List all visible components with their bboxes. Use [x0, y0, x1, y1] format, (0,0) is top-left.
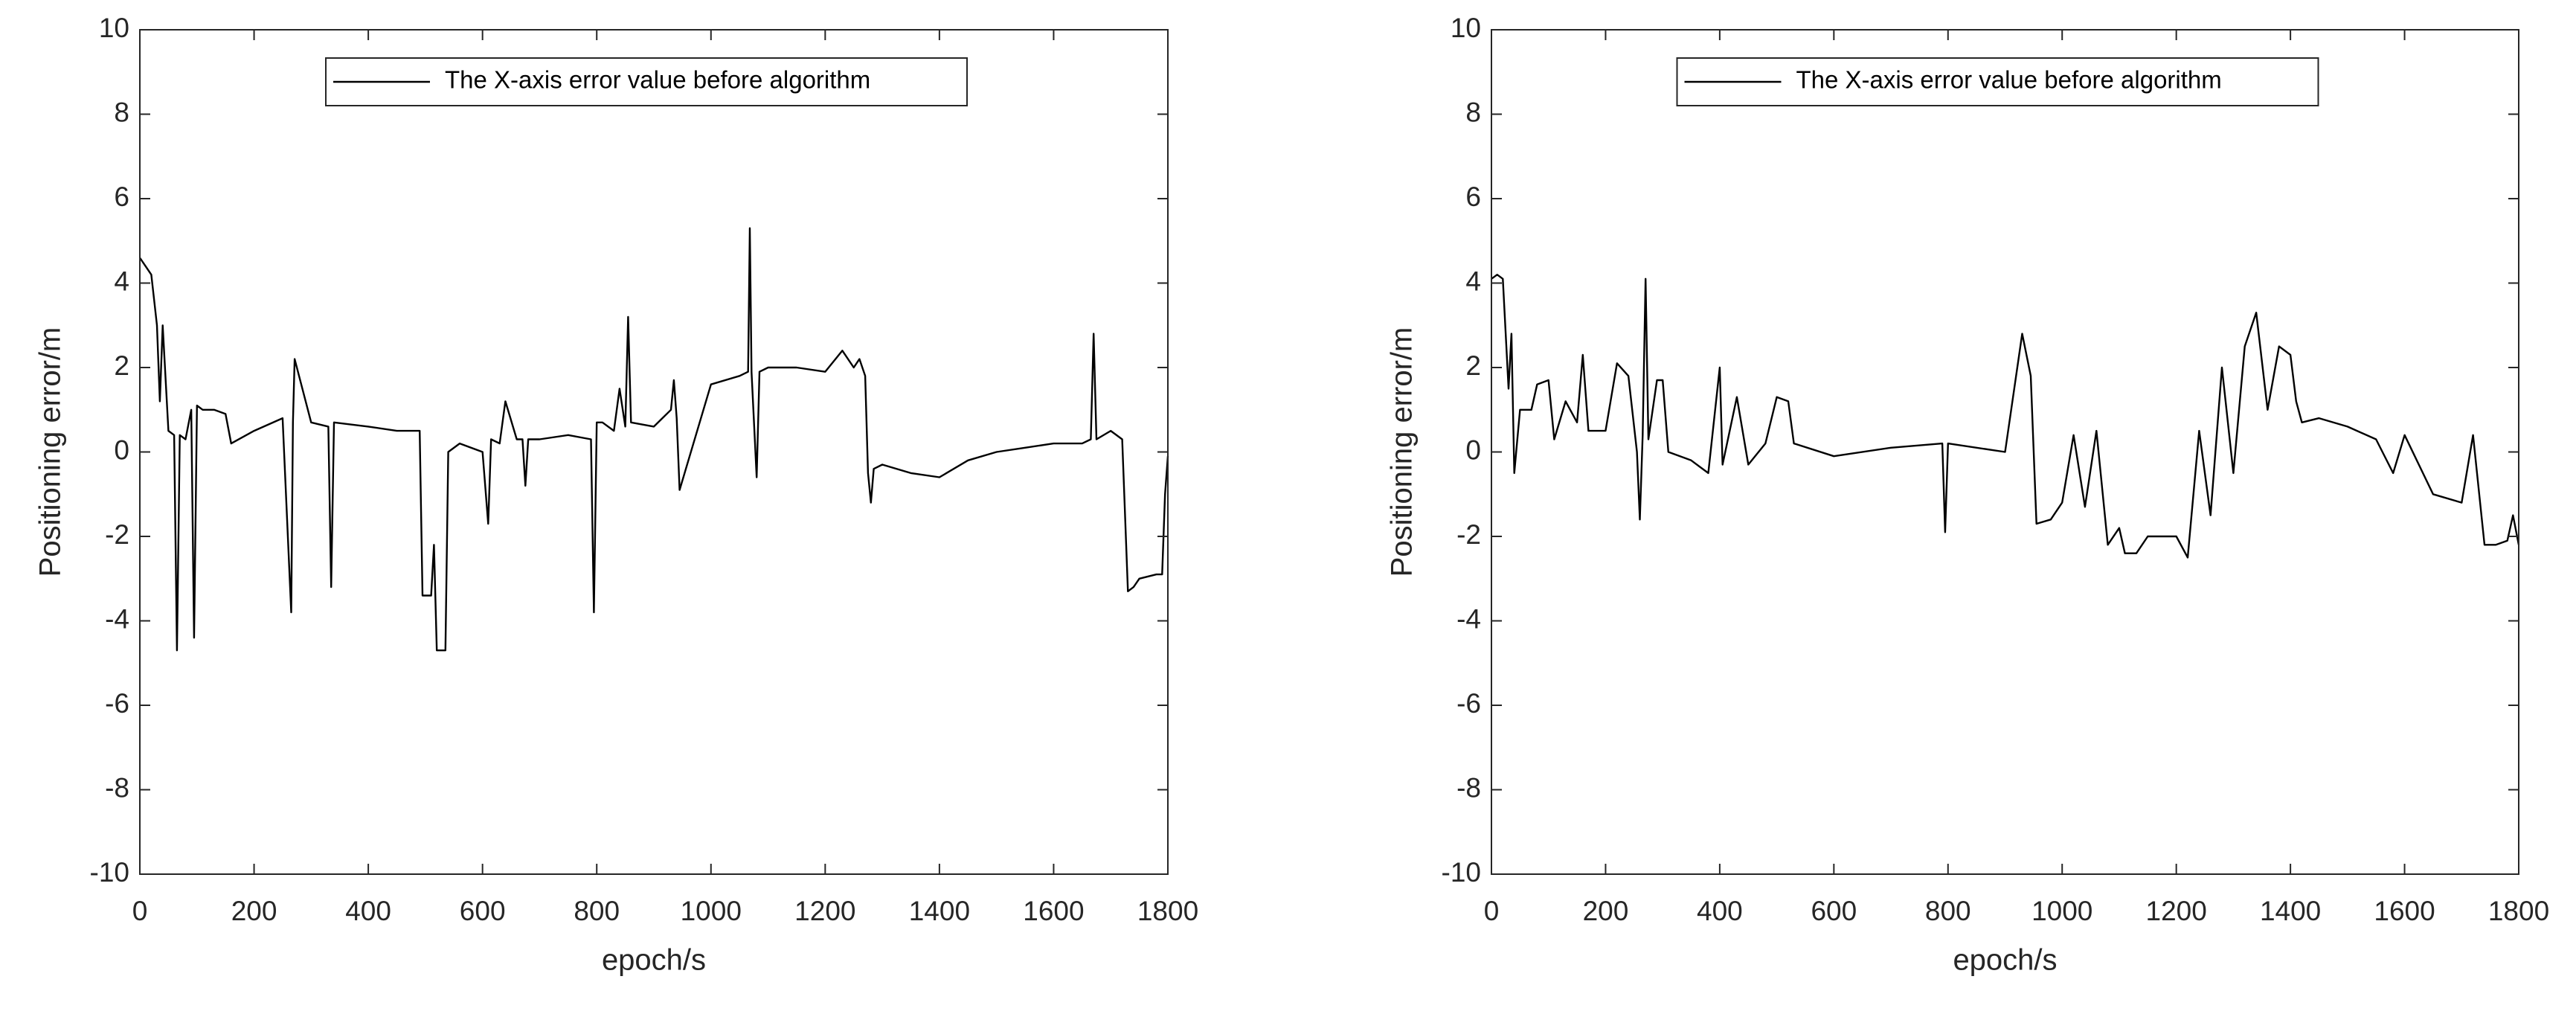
x-tick-label: 400 [345, 896, 391, 926]
x-axis-label: epoch/s [602, 944, 706, 977]
y-tick-label: -6 [105, 688, 129, 719]
y-tick-label: -2 [105, 519, 129, 550]
y-tick-label: -4 [105, 603, 129, 634]
y-tick-label: 6 [1465, 182, 1481, 212]
plot-area [140, 30, 1168, 874]
x-tick-label: 200 [231, 896, 277, 926]
x-tick-label: 0 [132, 896, 148, 926]
y-tick-label: -6 [1456, 688, 1481, 719]
x-tick-label: 800 [1925, 896, 1971, 926]
y-tick-label: -10 [90, 857, 129, 888]
y-axis-label: Positioning error/m [34, 327, 67, 577]
legend-label: The X-axis error value before algorithm [1796, 66, 2222, 94]
y-tick-label: -8 [105, 772, 129, 803]
legend-label: The X-axis error value before algorithm [445, 66, 870, 94]
x-tick-label: 800 [574, 896, 620, 926]
x-tick-label: 600 [460, 896, 506, 926]
y-tick-label: -4 [1456, 603, 1481, 634]
x-tick-label: 1800 [2488, 896, 2549, 926]
y-tick-label: 4 [1465, 266, 1481, 296]
y-tick-label: 4 [114, 266, 129, 296]
y-tick-label: 8 [114, 97, 129, 127]
y-tick-label: 2 [1465, 350, 1481, 381]
x-tick-label: 1400 [909, 896, 970, 926]
y-tick-label: -8 [1456, 772, 1481, 803]
y-tick-label: 10 [99, 13, 129, 43]
x-tick-label: 1000 [681, 896, 742, 926]
data-line [139, 227, 1169, 652]
y-tick-label: 10 [1451, 13, 1481, 43]
legend-box [1676, 57, 2319, 106]
x-tick-label: 1600 [2374, 896, 2435, 926]
y-tick-label: 2 [114, 350, 129, 381]
y-axis-label: Positioning error/m [1386, 327, 1419, 577]
x-tick-label: 1200 [794, 896, 855, 926]
x-tick-label: 200 [1583, 896, 1629, 926]
y-tick-label: -10 [1442, 857, 1481, 888]
y-tick-label: 0 [114, 434, 129, 465]
y-tick-label: 6 [114, 182, 129, 212]
data-line [1491, 274, 2520, 559]
y-tick-label: 8 [1465, 97, 1481, 127]
x-tick-label: 600 [1811, 896, 1857, 926]
x-axis-label: epoch/s [1953, 944, 2057, 977]
x-tick-label: 1000 [2031, 896, 2092, 926]
y-tick-label: -2 [1456, 519, 1481, 550]
y-tick-label: 0 [1465, 434, 1481, 465]
x-tick-label: 1600 [1023, 896, 1084, 926]
x-tick-label: 0 [1484, 896, 1500, 926]
x-tick-label: 1800 [1137, 896, 1198, 926]
x-tick-label: 400 [1697, 896, 1743, 926]
x-tick-label: 1200 [2146, 896, 2207, 926]
legend-box [325, 57, 968, 106]
x-tick-label: 1400 [2260, 896, 2321, 926]
